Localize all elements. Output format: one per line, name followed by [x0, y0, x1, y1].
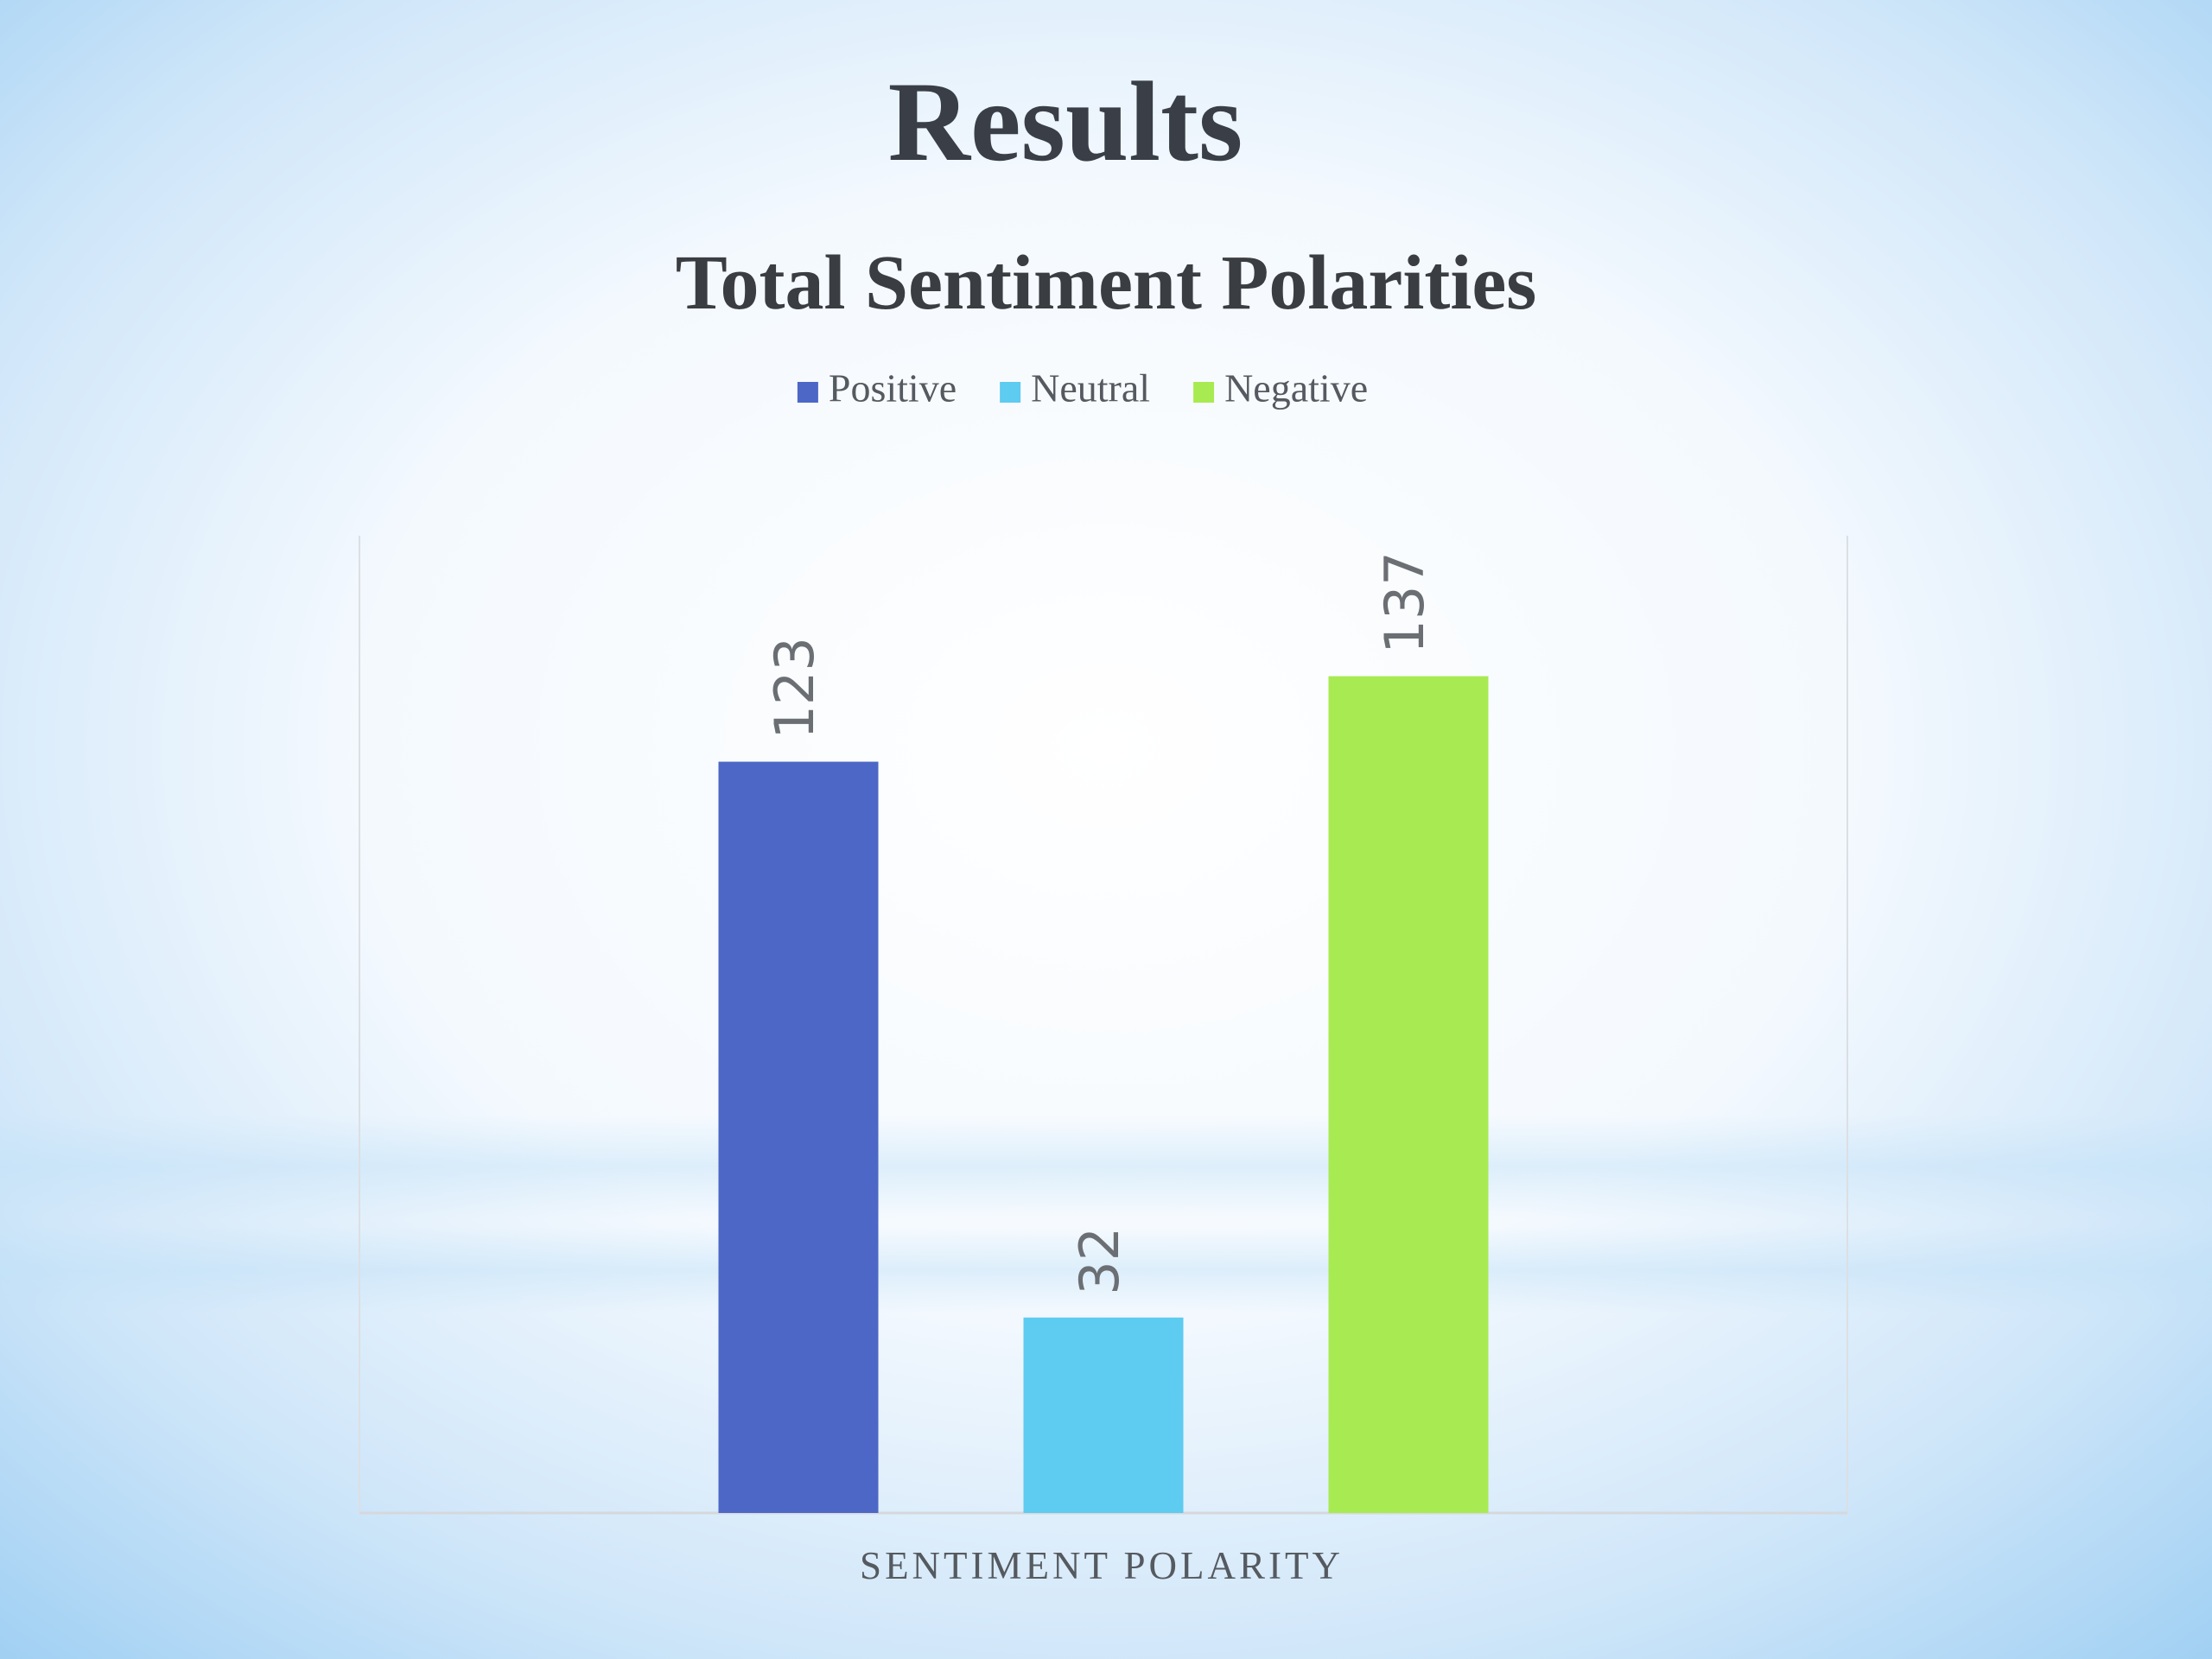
x-axis-label: SENTIMENT POLARITY [860, 1544, 1344, 1587]
data-label: 137 [1373, 551, 1436, 653]
legend: Positive Neutral Negative [797, 366, 1368, 410]
legend-swatch [1193, 382, 1215, 403]
bar [718, 761, 879, 1513]
legend-swatch [1000, 382, 1021, 403]
legend-swatch [797, 382, 818, 403]
legend-label: Neutral [1031, 366, 1150, 410]
legend-label: Positive [829, 366, 957, 410]
slide-title: Results [888, 58, 1243, 185]
bar [1328, 676, 1489, 1513]
data-label: 123 [763, 637, 826, 739]
background-band [0, 1227, 2212, 1313]
background-band [0, 1115, 2212, 1218]
bar [1023, 1317, 1184, 1513]
legend-label: Negative [1224, 366, 1368, 410]
data-label: 32 [1068, 1227, 1131, 1295]
chart-title: Total Sentiment Polarities [676, 240, 1537, 326]
